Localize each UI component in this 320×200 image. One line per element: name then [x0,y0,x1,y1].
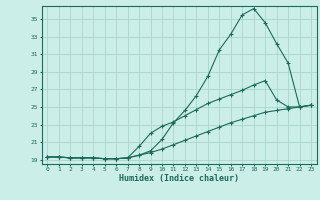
X-axis label: Humidex (Indice chaleur): Humidex (Indice chaleur) [119,174,239,183]
